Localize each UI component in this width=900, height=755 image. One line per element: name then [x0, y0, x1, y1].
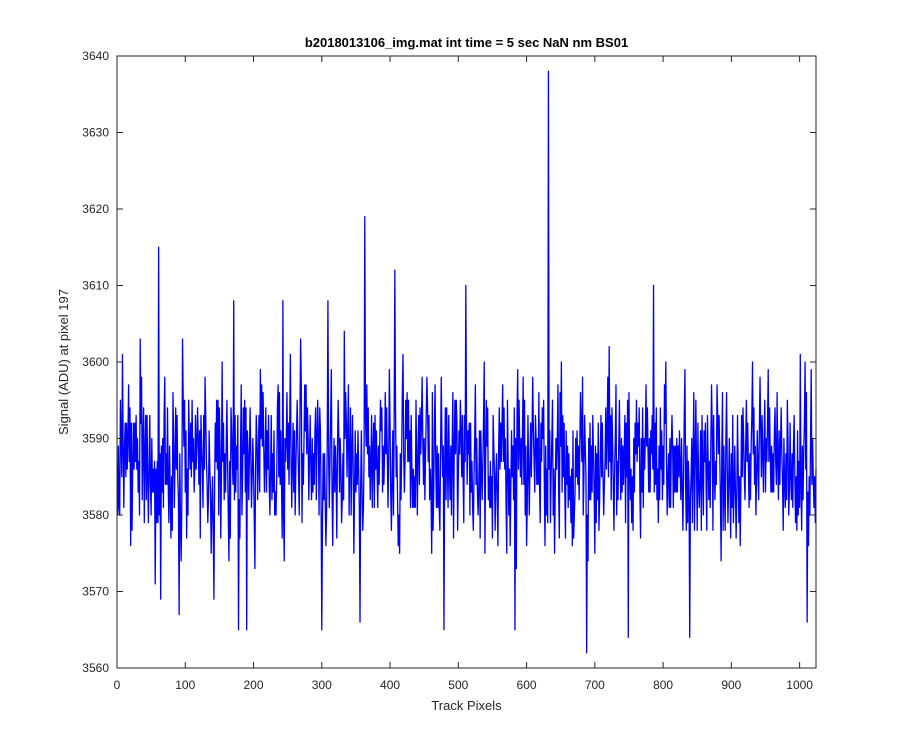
x-tick-label: 500	[448, 678, 468, 692]
y-axis-ticks: 3560 3570 3580 3590 3600 3610 3620 3630 3640	[82, 49, 816, 675]
x-axis-ticks: 0 100 200 300 400 500 600 700 800 900 1000	[114, 56, 813, 692]
x-tick-label: 100	[175, 678, 195, 692]
x-tick-label: 0	[114, 678, 121, 692]
y-tick-label: 3570	[82, 585, 109, 599]
y-tick-label: 3620	[82, 202, 109, 216]
series-layer	[117, 70, 817, 654]
y-tick-label: 3640	[82, 49, 109, 63]
x-tick-label: 400	[380, 678, 400, 692]
x-tick-label: 700	[585, 678, 605, 692]
chart-title: b2018013106_img.mat int time = 5 sec NaN…	[305, 35, 628, 50]
x-tick-label: 200	[244, 678, 264, 692]
y-tick-label: 3610	[82, 279, 109, 293]
signal-trace-line	[117, 70, 817, 654]
y-tick-label: 3590	[82, 432, 109, 446]
y-tick-label: 3630	[82, 126, 109, 140]
x-tick-label: 600	[517, 678, 537, 692]
y-tick-label: 3580	[82, 508, 109, 522]
x-tick-label: 800	[653, 678, 673, 692]
x-axis-label: Track Pixels	[431, 698, 502, 713]
y-axis-label: Signal (ADU) at pixel 197	[56, 289, 71, 435]
y-tick-label: 3600	[82, 355, 109, 369]
x-tick-label: 300	[312, 678, 332, 692]
x-tick-label: 900	[721, 678, 741, 692]
x-tick-label: 1000	[786, 678, 813, 692]
y-tick-label: 3560	[82, 661, 109, 675]
